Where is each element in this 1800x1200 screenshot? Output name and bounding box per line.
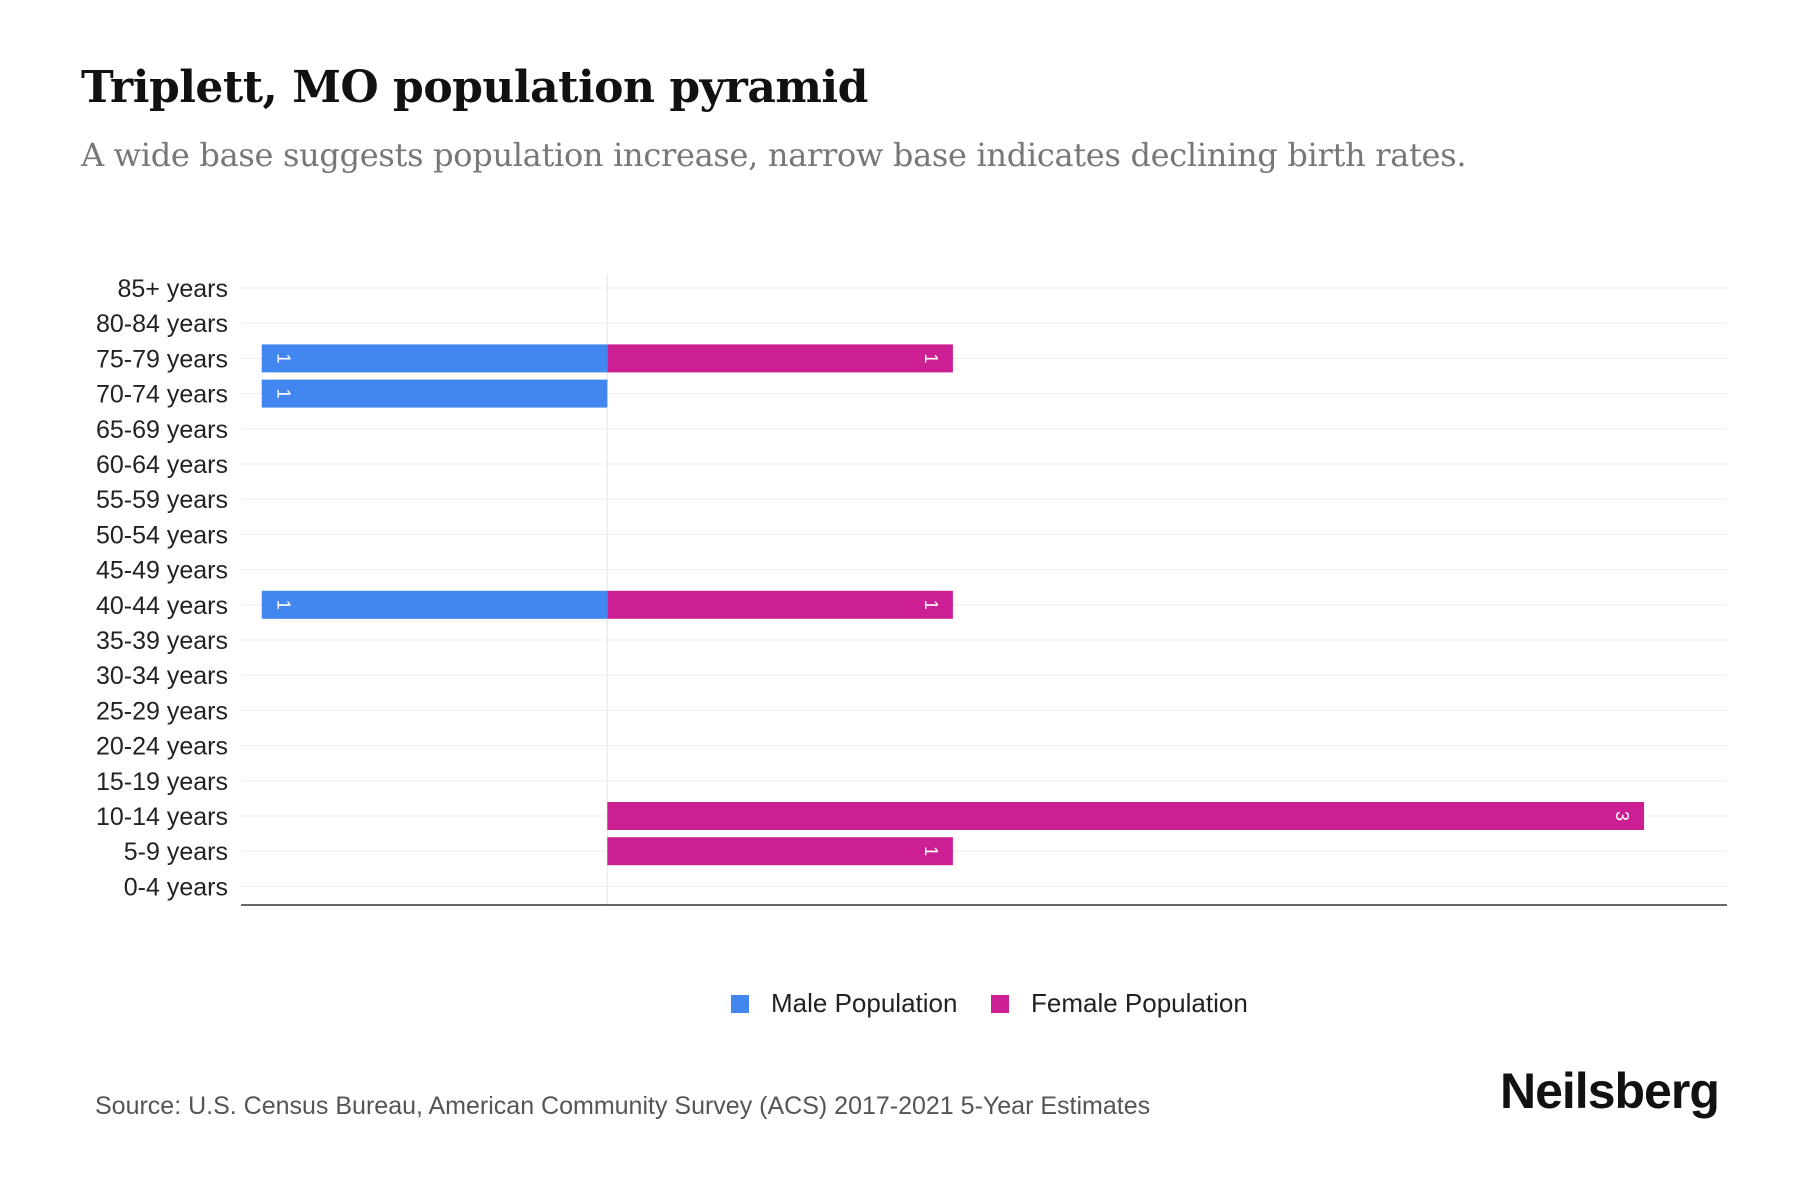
- y-tick-label: 60-64 years: [96, 451, 228, 479]
- bar-value-label: 1: [274, 600, 294, 610]
- y-tick-label: 65-69 years: [96, 416, 228, 444]
- male-bar: [261, 590, 608, 619]
- bar-value-label: 1: [921, 600, 941, 610]
- male-bar: [261, 344, 608, 373]
- y-tick-label: 55-59 years: [96, 486, 228, 514]
- y-tick-label: 25-29 years: [96, 697, 228, 725]
- y-tick-label: 80-84 years: [96, 310, 228, 338]
- legend-label-male: Male Population: [771, 988, 958, 1018]
- bar-value-label: 1: [921, 846, 941, 856]
- female-bar: [607, 837, 953, 866]
- source-note: Source: U.S. Census Bureau, American Com…: [95, 1092, 1151, 1120]
- legend-label-female: Female Population: [1031, 988, 1248, 1018]
- y-tick-label: 35-39 years: [96, 627, 228, 655]
- y-tick-label: 45-49 years: [96, 557, 228, 585]
- y-tick-label: 30-34 years: [96, 662, 228, 690]
- legend-item-male: Male Population: [731, 988, 957, 1019]
- y-tick-label: 5-9 years: [124, 838, 228, 866]
- chart-subtitle: A wide base suggests population increase…: [81, 136, 1467, 174]
- chart-title: Triplett, MO population pyramid: [81, 62, 868, 113]
- y-tick-label: 0-4 years: [124, 873, 228, 901]
- female-bar: [607, 590, 953, 619]
- neilsberg-logo: Neilsberg: [1500, 1063, 1720, 1119]
- y-tick-label: 10-14 years: [96, 803, 228, 831]
- bar-value-label: 1: [274, 353, 294, 363]
- bar-value-label: 1: [274, 389, 294, 399]
- y-tick-label: 50-54 years: [96, 521, 228, 549]
- y-tick-label: 70-74 years: [96, 381, 228, 409]
- legend-swatch-male: [731, 994, 749, 1013]
- y-tick-label: 85+ years: [118, 275, 229, 303]
- y-tick-label: 40-44 years: [96, 592, 228, 620]
- y-tick-label: 15-19 years: [96, 768, 228, 796]
- female-bar: [607, 344, 953, 373]
- female-bar: [607, 802, 1645, 830]
- legend-swatch-female: [991, 994, 1009, 1013]
- y-tick-label: 20-24 years: [96, 733, 228, 761]
- male-bar: [261, 379, 608, 408]
- y-tick-label: 75-79 years: [96, 345, 228, 373]
- legend-item-female: Female Population: [991, 988, 1248, 1019]
- bar-value-label: 1: [921, 353, 941, 363]
- bar-value-label: 3: [1612, 811, 1632, 821]
